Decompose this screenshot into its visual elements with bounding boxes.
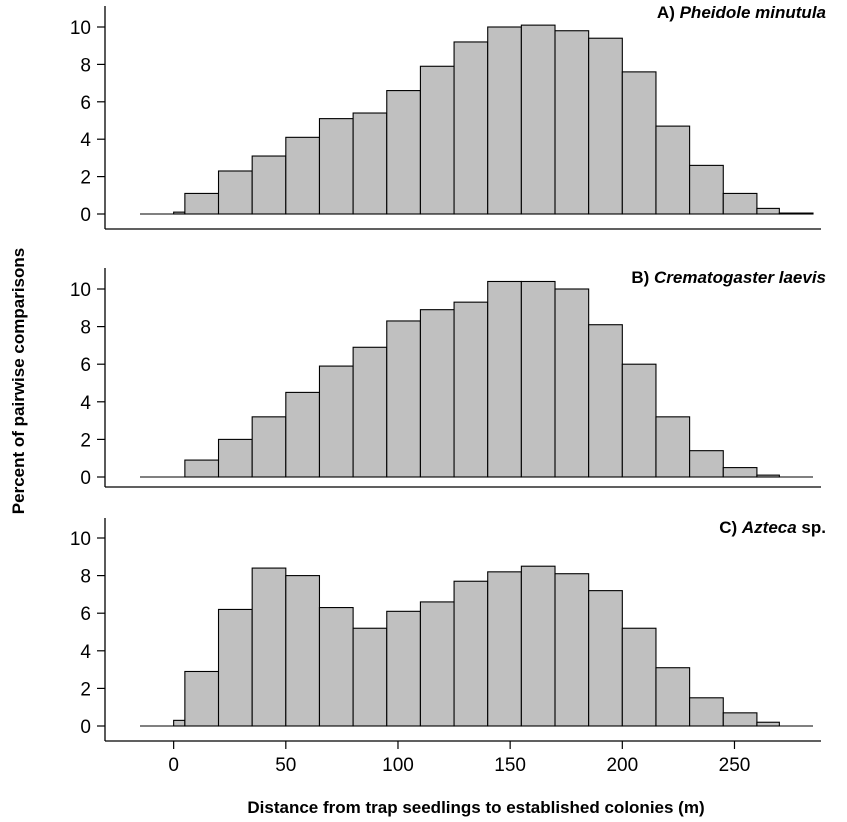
x-tick-label: 100 xyxy=(382,755,414,776)
histogram-bar xyxy=(352,346,388,478)
histogram-bar xyxy=(285,575,321,727)
histogram-bar xyxy=(722,712,758,727)
x-axis: 0 50 100 150 200 250 xyxy=(168,741,750,776)
histogram-bar xyxy=(386,90,421,215)
histogram-bar xyxy=(520,565,556,727)
histogram-bar xyxy=(386,610,421,727)
x-tick-label: 250 xyxy=(719,755,751,776)
histogram-bar xyxy=(487,571,522,727)
histogram-bar xyxy=(453,580,489,727)
histogram-bar xyxy=(217,170,253,215)
panel-title-prefix: C) xyxy=(719,518,742,537)
histogram-bar xyxy=(520,280,556,478)
panel-title-suffix: sp. xyxy=(797,518,826,537)
x-tick-label: 150 xyxy=(494,755,526,776)
x-axis-title: Distance from trap seedlings to establis… xyxy=(247,798,704,817)
panel-title-prefix: B) xyxy=(631,268,654,287)
histogram-bar xyxy=(588,37,623,215)
panel-1: 0 2 4 6 8 10 A) Pheidole minutula xyxy=(70,3,826,230)
y-tick-label: 2 xyxy=(80,679,91,700)
histogram-bar xyxy=(487,26,522,215)
panel-title: B) Crematogaster laevis xyxy=(631,268,826,287)
y-tick-label: 4 xyxy=(80,393,91,414)
panel-title-species: Crematogaster laevis xyxy=(654,268,826,287)
histogram-bar xyxy=(778,212,814,215)
histogram-bar xyxy=(251,567,287,727)
histogram-bar xyxy=(655,667,691,727)
y-tick-label: 8 xyxy=(80,567,91,588)
panel-title-species: Pheidole minutula xyxy=(680,3,826,22)
histogram-bar xyxy=(251,155,287,215)
y-tick-label: 2 xyxy=(80,168,91,189)
y-tick-label: 10 xyxy=(70,529,91,550)
histogram-bar xyxy=(453,301,489,478)
x-tick-label: 0 xyxy=(168,755,179,776)
y-tick-label: 8 xyxy=(80,318,91,339)
histogram-bar xyxy=(184,670,220,727)
histogram-bar xyxy=(655,416,691,478)
panel-title: A) Pheidole minutula xyxy=(657,3,826,22)
histogram-bar xyxy=(285,391,321,478)
panel-title: C) Azteca sp. xyxy=(719,518,826,537)
histogram-bar xyxy=(318,607,354,727)
histogram-bar xyxy=(621,627,657,727)
y-tick-label: 10 xyxy=(70,280,91,301)
panel-2: 0 2 4 6 8 10 B) Crematogaster laevis xyxy=(70,268,826,489)
histogram-bar xyxy=(756,721,780,727)
histogram-bar xyxy=(318,365,354,478)
panel-title-species: Azteca xyxy=(741,518,797,537)
y-tick-label: 6 xyxy=(80,93,91,114)
y-tick-label: 4 xyxy=(80,130,91,151)
histogram-bar xyxy=(621,363,657,478)
histogram-bar xyxy=(554,573,590,727)
y-tick-label: 0 xyxy=(80,468,91,489)
histogram-bar xyxy=(655,125,691,215)
panel-3: 0 2 4 6 8 10 C) Azteca sp. xyxy=(70,518,826,742)
histogram-bar xyxy=(419,65,455,215)
histogram-bar xyxy=(352,112,388,215)
histogram-bar xyxy=(352,627,388,727)
panel-title-prefix: A) xyxy=(657,3,680,22)
y-tick-label: 10 xyxy=(70,18,91,39)
histogram-bar xyxy=(184,192,220,215)
histogram-bar xyxy=(756,474,780,478)
histogram-bar xyxy=(621,71,657,215)
histogram-bar xyxy=(173,211,186,215)
histogram-bar xyxy=(386,320,421,478)
histogram-bar xyxy=(217,438,253,478)
histogram-bar xyxy=(689,450,724,478)
histogram-bar xyxy=(487,280,522,478)
histogram-bar xyxy=(756,207,780,215)
histogram-bar xyxy=(251,416,287,478)
histogram-bar xyxy=(285,136,321,215)
histogram-bar xyxy=(419,601,455,727)
y-axis-title: Percent of pairwise comparisons xyxy=(9,248,28,514)
x-tick-label: 200 xyxy=(606,755,638,776)
histogram-bar xyxy=(184,459,220,478)
histogram-bar xyxy=(173,719,186,727)
histogram-bar xyxy=(554,30,590,215)
histogram-bar xyxy=(453,41,489,215)
histogram-bar xyxy=(689,697,724,727)
x-tick-label: 50 xyxy=(275,755,296,776)
histogram-bar xyxy=(554,288,590,478)
y-tick-label: 8 xyxy=(80,55,91,76)
histogram-bar xyxy=(318,118,354,215)
histogram-bar xyxy=(588,324,623,478)
y-tick-label: 2 xyxy=(80,430,91,451)
histogram-bar xyxy=(520,24,556,215)
histogram-bar xyxy=(722,192,758,215)
histogram-panels: 0 2 4 6 8 10 A) Pheidole minutula 0 2 4 6 8 10 B) Cre… xyxy=(70,3,826,742)
y-tick-label: 4 xyxy=(80,642,91,663)
y-tick-label: 6 xyxy=(80,355,91,376)
histogram-bar xyxy=(588,590,623,727)
histogram-bar xyxy=(419,309,455,478)
y-tick-label: 6 xyxy=(80,604,91,625)
histogram-bar xyxy=(722,467,758,478)
histogram-bar xyxy=(689,164,724,215)
histogram-bar xyxy=(217,608,253,727)
y-tick-label: 0 xyxy=(80,717,91,738)
y-tick-label: 0 xyxy=(80,205,91,226)
